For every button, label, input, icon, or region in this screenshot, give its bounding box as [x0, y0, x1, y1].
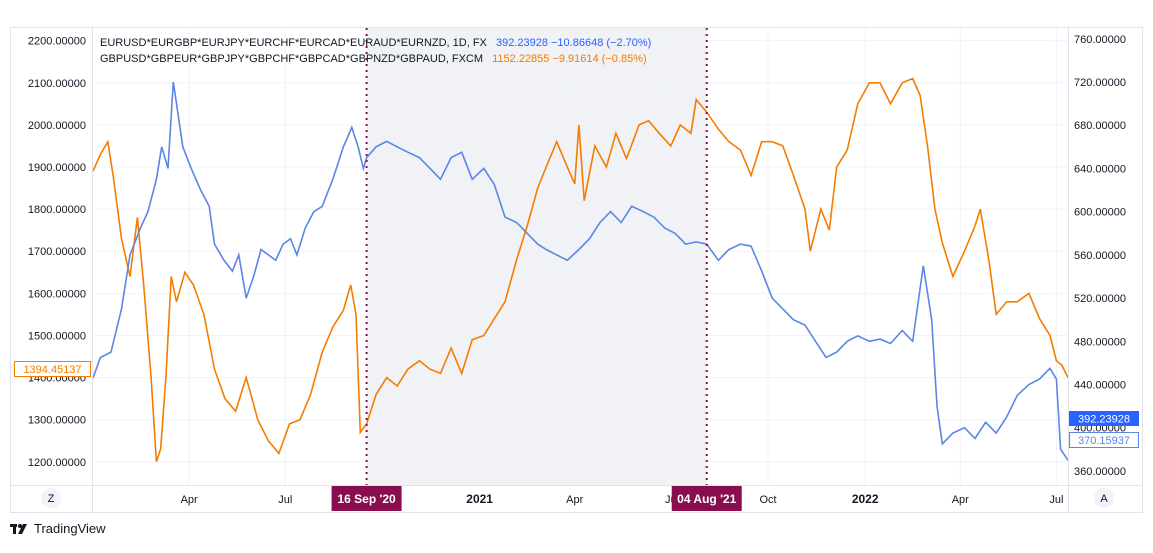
left-axis-tick: 2100.00000: [28, 78, 86, 90]
left-axis-tick: 1800.00000: [28, 204, 86, 216]
time-axis-tick: 2021: [466, 492, 493, 506]
right-axis-tick: 480.00000: [1074, 336, 1126, 348]
right-axis-tick: 520.00000: [1074, 293, 1126, 305]
auto-scale-left-button[interactable]: Z: [41, 488, 61, 508]
right-axis-tick: 600.00000: [1074, 207, 1126, 219]
time-axis-tick: 2022: [852, 492, 879, 506]
right-axis-tick: 720.00000: [1074, 77, 1126, 89]
date-range-selection[interactable]: [366, 28, 707, 485]
left-current-price-label: 1394.45137: [14, 361, 91, 377]
grid-lines: [93, 28, 1068, 485]
left-axis-tick: 1600.00000: [28, 288, 86, 300]
legend-row-series1[interactable]: EURUSD*EURGBP*EURJPY*EURCHF*EURCAD*EURAU…: [100, 35, 651, 51]
right-axis-tick: 360.00000: [1074, 466, 1126, 478]
tradingview-logo-icon: [10, 522, 30, 536]
left-axis-tick: 1500.00000: [28, 330, 86, 342]
left-axis-tick: 2000.00000: [28, 120, 86, 132]
right-secondary-price-label: 370.15937: [1069, 432, 1139, 448]
tradingview-brand-name: TradingView: [34, 521, 106, 536]
svg-text:1394.45137: 1394.45137: [23, 364, 81, 376]
range-end-date-label: 04 Aug '21: [671, 486, 742, 511]
right-axis-tick: 560.00000: [1074, 250, 1126, 262]
series-gbp-basket-line: [92, 77, 1069, 463]
svg-text:Z: Z: [48, 493, 55, 505]
left-axis-ticks: 1200.000001300.000001400.000001500.00000…: [28, 36, 86, 469]
legend-row-series2[interactable]: GBPUSD*GBPEUR*GBPJPY*GBPCHF*GBPCAD*GBPNZ…: [100, 51, 651, 67]
svg-text:392.23928: 392.23928: [1078, 414, 1130, 426]
legend-series2-values: 1152.22855 −9.91614 (−0.85%): [492, 53, 647, 65]
svg-text:370.15937: 370.15937: [1078, 435, 1130, 447]
time-axis-tick: Ju: [665, 494, 677, 506]
svg-text:A: A: [1100, 493, 1108, 505]
right-axis-tick: 680.00000: [1074, 120, 1126, 132]
time-axis-tick: Jul: [278, 494, 292, 506]
auto-scale-right-button[interactable]: A: [1094, 488, 1114, 508]
left-axis-tick: 1200.00000: [28, 457, 86, 469]
range-start-date-label: 16 Sep '20: [331, 486, 402, 511]
left-axis-tick: 1700.00000: [28, 246, 86, 258]
tradingview-brand[interactable]: TradingView: [10, 521, 106, 536]
right-axis-tick: 640.00000: [1074, 163, 1126, 175]
left-axis-tick: 1300.00000: [28, 415, 86, 427]
legend-series1-values: 392.23928 −10.86648 (−2.70%): [495, 37, 652, 49]
left-axis-tick: 1900.00000: [28, 162, 86, 174]
chart-legend: EURUSD*EURGBP*EURJPY*EURCHF*EURCAD*EURAU…: [100, 35, 651, 67]
legend-series1-name: EURUSD*EURGBP*EURJPY*EURCHF*EURCAD*EURAU…: [100, 37, 487, 49]
svg-text:16 Sep '20: 16 Sep '20: [337, 492, 396, 506]
right-axis-tick: 760.00000: [1074, 34, 1126, 46]
left-axis-tick: 2200.00000: [28, 36, 86, 48]
svg-text:04 Aug '21: 04 Aug '21: [677, 492, 736, 506]
legend-series2-name: GBPUSD*GBPEUR*GBPJPY*GBPCHF*GBPCAD*GBPNZ…: [100, 53, 484, 65]
time-axis-tick: Apr: [566, 494, 583, 506]
right-axis-tick: 440.00000: [1074, 380, 1126, 392]
time-axis-tick: Oct: [759, 494, 776, 506]
time-axis-tick: Apr: [181, 494, 198, 506]
right-current-price-label: 392.23928: [1069, 411, 1139, 426]
time-axis-tick: Jul: [1049, 494, 1063, 506]
time-axis-tick: Apr: [952, 494, 969, 506]
time-axis-ticks: Apr Jul 2021 Apr Ju Oct 2022 Apr Jul: [181, 492, 1064, 506]
series-eur-basket-line: [92, 81, 1069, 461]
